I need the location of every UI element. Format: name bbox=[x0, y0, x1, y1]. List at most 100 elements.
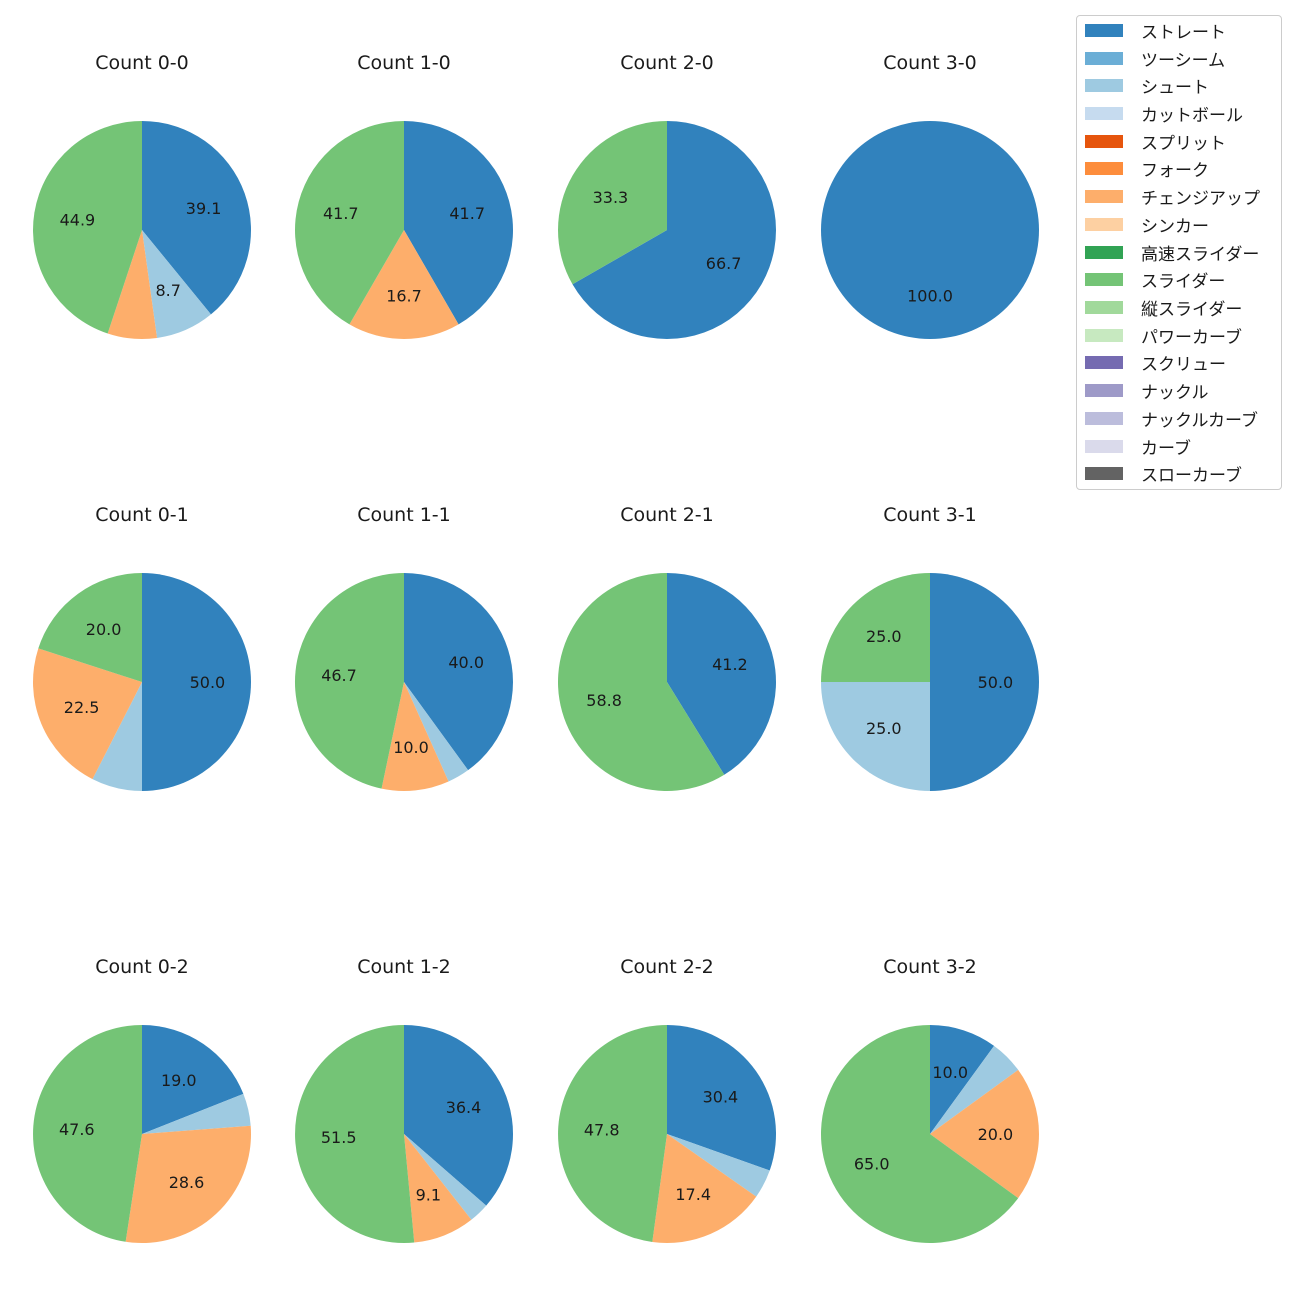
pie-slice-label: 17.4 bbox=[675, 1185, 711, 1204]
pie-slice bbox=[930, 1069, 1039, 1199]
legend-item: ナックルカーブ bbox=[1085, 407, 1258, 431]
pie-slice bbox=[142, 1093, 251, 1134]
pie-slice bbox=[821, 573, 930, 682]
legend-item: ストレート bbox=[1085, 19, 1226, 43]
legend-item: スプリット bbox=[1085, 130, 1226, 154]
legend-item: 縦スライダー bbox=[1085, 296, 1242, 320]
legend-item: シュート bbox=[1085, 74, 1209, 98]
legend-swatch bbox=[1085, 217, 1123, 231]
pie-chart: Count 0-0 39.1 8.7 44.9 bbox=[33, 52, 251, 339]
legend-label: スローカーブ bbox=[1141, 465, 1242, 486]
pie-slice bbox=[142, 230, 211, 338]
pie-slice-label: 28.6 bbox=[169, 1173, 205, 1192]
pie-chart: Count 1-1 40.0 10.0 46.7 bbox=[294, 504, 513, 792]
legend-item: チェンジアップ bbox=[1085, 185, 1260, 209]
legend-item: 高速スライダー bbox=[1085, 241, 1260, 265]
legend-item: フォーク bbox=[1085, 157, 1209, 181]
pie-slice bbox=[667, 1134, 770, 1197]
pie-slice bbox=[557, 573, 725, 791]
legend-item: スクリュー bbox=[1085, 351, 1226, 375]
pie-chart: Count 2-2 30.4 17.4 47.8 bbox=[558, 956, 777, 1243]
pie-slice bbox=[142, 1025, 244, 1134]
pie-slice bbox=[404, 682, 469, 782]
legend-label: スライダー bbox=[1141, 271, 1226, 292]
pie-slice-label: 41.2 bbox=[712, 655, 748, 674]
pie-chart: Count 1-0 41.7 16.7 41.7 bbox=[294, 52, 514, 340]
pie-title: Count 2-0 bbox=[620, 52, 714, 74]
pie-slice bbox=[32, 648, 142, 780]
pie-slice-label: 20.0 bbox=[978, 1125, 1014, 1144]
pie-slice-label: 44.9 bbox=[60, 211, 96, 230]
pie-title: Count 3-2 bbox=[883, 956, 977, 978]
pie-slice-label: 19.0 bbox=[161, 1071, 197, 1090]
pie-slice-label: 9.1 bbox=[416, 1186, 441, 1205]
pie-chart: Count 0-2 19.0 28.6 47.6 bbox=[33, 956, 251, 1243]
pie-slice bbox=[92, 682, 142, 791]
pie-slice-label: 46.7 bbox=[321, 666, 357, 685]
pie-slice-label: 40.0 bbox=[448, 653, 484, 672]
legend-swatch bbox=[1085, 161, 1123, 175]
pie-slice-label: 41.7 bbox=[449, 204, 485, 223]
legend-label: ストレート bbox=[1141, 22, 1226, 43]
pie-title: Count 1-0 bbox=[357, 52, 451, 74]
legend: ストレート ツーシーム シュート カットボール スプリット フォーク チェンジア… bbox=[1076, 15, 1282, 490]
pie-slice-label: 25.0 bbox=[866, 719, 902, 738]
pie-title: Count 2-2 bbox=[620, 956, 714, 978]
pie-slice-label: 47.8 bbox=[584, 1121, 620, 1140]
pie-slice-label: 25.0 bbox=[866, 627, 902, 646]
legend-swatch bbox=[1085, 272, 1123, 286]
pie-slice-label: 10.0 bbox=[932, 1063, 968, 1082]
pie-slice-label: 20.0 bbox=[86, 620, 122, 639]
pie-slice bbox=[381, 682, 449, 792]
pie-slice-label: 65.0 bbox=[854, 1155, 890, 1174]
legend-swatch bbox=[1085, 439, 1123, 453]
pie-slice bbox=[652, 1134, 757, 1243]
pie-slice-label: 30.4 bbox=[703, 1087, 739, 1106]
legend-swatch bbox=[1085, 383, 1123, 397]
legend-swatch bbox=[1085, 355, 1123, 369]
pie-slice bbox=[142, 121, 251, 315]
pie-slice bbox=[572, 121, 777, 339]
pie-slice bbox=[33, 121, 142, 334]
pie-slice bbox=[294, 573, 404, 789]
legend-swatch bbox=[1085, 466, 1123, 480]
legend-label: スクリュー bbox=[1141, 354, 1226, 375]
pie-slice bbox=[930, 1025, 995, 1134]
pie-title: Count 3-1 bbox=[883, 504, 977, 526]
legend-item: カーブ bbox=[1085, 435, 1191, 459]
pie-chart: Count 2-0 66.7 33.3 bbox=[558, 52, 777, 339]
legend-item: スローカーブ bbox=[1085, 462, 1242, 486]
pie-slice-label: 33.3 bbox=[593, 188, 629, 207]
pie-slice-label: 39.1 bbox=[186, 199, 222, 218]
pie-slice-label: 100.0 bbox=[907, 286, 953, 305]
pie-slice-label: 36.4 bbox=[446, 1098, 482, 1117]
pie-slice bbox=[404, 1025, 513, 1206]
pie-slice bbox=[821, 121, 1039, 339]
pie-slice bbox=[349, 230, 459, 340]
legend-swatch bbox=[1085, 328, 1123, 342]
pie-slice bbox=[404, 1134, 487, 1220]
legend-swatch bbox=[1085, 78, 1123, 92]
pie-chart: Count 1-2 36.4 9.1 51.5 bbox=[295, 956, 513, 1243]
pie-slice bbox=[33, 1025, 142, 1242]
legend-item: シンカー bbox=[1085, 213, 1209, 237]
legend-item: ツーシーム bbox=[1085, 47, 1225, 71]
pie-slice bbox=[38, 573, 142, 682]
pie-slice bbox=[125, 1125, 251, 1243]
pie-chart: Count 3-1 50.0 25.0 25.0 bbox=[821, 504, 1039, 791]
pie-slice bbox=[558, 1025, 667, 1242]
legend-label: フォーク bbox=[1141, 160, 1209, 181]
pie-slice-label: 16.7 bbox=[386, 286, 422, 305]
pie-chart: Count 0-1 50.0 22.5 20.0 bbox=[32, 504, 251, 791]
pie-slice bbox=[930, 1045, 1019, 1134]
legend-swatch bbox=[1085, 51, 1123, 65]
legend-label: シンカー bbox=[1141, 216, 1209, 237]
legend-item: スライダー bbox=[1085, 268, 1226, 292]
legend-label: カットボール bbox=[1141, 105, 1243, 126]
pie-chart: Count 3-2 10.0 20.0 65.0 bbox=[820, 956, 1039, 1243]
legend-item: ナックル bbox=[1085, 379, 1209, 403]
legend-swatch bbox=[1085, 106, 1123, 120]
legend-label: シュート bbox=[1141, 77, 1209, 98]
legend-label: 高速スライダー bbox=[1141, 244, 1260, 265]
pie-slice-label: 50.0 bbox=[978, 673, 1014, 692]
